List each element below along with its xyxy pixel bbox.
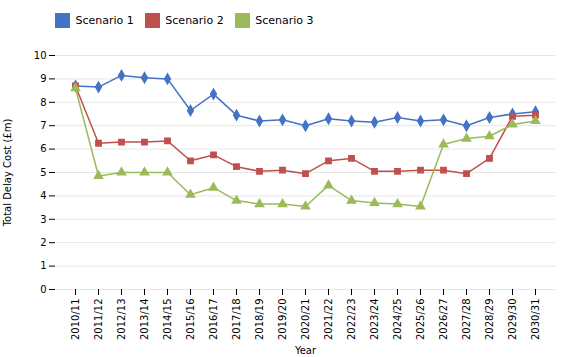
svg-text:5: 5 <box>40 166 46 177</box>
html-text:Scenario 2: Scenario 2 <box>165 14 224 27</box>
html-text:Scenario 3: Scenario 3 <box>255 14 314 27</box>
svg-text:2021/22: 2021/22 <box>323 298 334 340</box>
svg-text:2010/11: 2010/11 <box>70 298 81 340</box>
svg-text:2028/29: 2028/29 <box>484 298 495 340</box>
svg-text:2016/17: 2016/17 <box>208 298 219 340</box>
svg-text:1: 1 <box>40 260 46 271</box>
svg-text:Total Delay Cost (£m): Total Delay Cost (£m) <box>2 118 13 227</box>
svg-text:2026/27: 2026/27 <box>438 298 449 340</box>
svg-text:2020/21: 2020/21 <box>300 298 311 340</box>
svg-text:2030/31: 2030/31 <box>530 298 541 340</box>
svg-text:2018/19: 2018/19 <box>254 298 265 340</box>
svg-text:2019/20: 2019/20 <box>277 298 288 340</box>
svg-text:10: 10 <box>34 49 47 60</box>
svg-text:2024/25: 2024/25 <box>392 298 403 340</box>
svg-text:4: 4 <box>40 190 46 201</box>
svg-text:8: 8 <box>40 96 46 107</box>
svg-text:2015/16: 2015/16 <box>185 298 196 340</box>
svg-text:2027/28: 2027/28 <box>461 298 472 340</box>
svg-text:2011/12: 2011/12 <box>93 298 104 340</box>
svg-text:Year: Year <box>294 344 317 355</box>
svg-text:9: 9 <box>40 73 46 84</box>
svg-text:2014/15: 2014/15 <box>162 298 173 340</box>
svg-text:2025/26: 2025/26 <box>415 298 426 340</box>
svg-text:2029/30: 2029/30 <box>507 298 518 340</box>
svg-text:2023/24: 2023/24 <box>369 298 380 340</box>
svg-text:2017/18: 2017/18 <box>231 298 242 340</box>
html-text:Scenario 1: Scenario 1 <box>75 14 134 27</box>
svg-text:2012/13: 2012/13 <box>116 298 127 340</box>
svg-text:2: 2 <box>40 236 46 247</box>
svg-text:0: 0 <box>40 283 46 294</box>
svg-text:2022/23: 2022/23 <box>346 298 357 340</box>
svg-text:2013/14: 2013/14 <box>139 298 150 340</box>
svg-text:3: 3 <box>40 213 46 224</box>
svg-text:6: 6 <box>40 143 46 154</box>
svg-text:7: 7 <box>40 119 46 130</box>
